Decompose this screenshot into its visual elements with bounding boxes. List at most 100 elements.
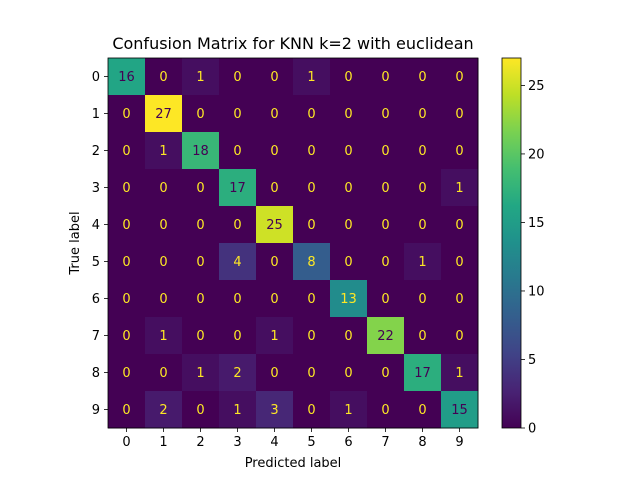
cell-value-label: 0 <box>344 366 352 381</box>
x-tick-label: 6 <box>344 435 352 450</box>
cell-value-label: 17 <box>414 366 431 381</box>
cell-value-label: 0 <box>122 329 130 344</box>
cell-value-label: 2 <box>159 403 167 418</box>
cell-value-label: 0 <box>455 255 463 270</box>
colorbar-tick-label: 5 <box>528 353 536 368</box>
y-tick-label: 0 <box>92 70 100 85</box>
cell-value-label: 0 <box>381 292 389 307</box>
y-tick-label: 1 <box>92 107 100 122</box>
cell-value-label: 1 <box>159 144 167 159</box>
cell-value-label: 0 <box>455 329 463 344</box>
cell-value-label: 0 <box>159 366 167 381</box>
cell-value-label: 0 <box>344 70 352 85</box>
cell-value-label: 0 <box>418 218 426 233</box>
cell-value-label: 0 <box>122 218 130 233</box>
cell-value-label: 0 <box>270 292 278 307</box>
cell-value-label: 0 <box>196 107 204 122</box>
cell-value-label: 0 <box>307 107 315 122</box>
x-tick-label: 5 <box>307 435 315 450</box>
cell-value-label: 13 <box>340 292 357 307</box>
cell-value-label: 1 <box>196 70 204 85</box>
cell-value-label: 1 <box>233 403 241 418</box>
cell-value-label: 0 <box>418 107 426 122</box>
cell-value-label: 1 <box>307 70 315 85</box>
y-tick-label: 3 <box>92 181 100 196</box>
cell-value-label: 0 <box>418 70 426 85</box>
cell-value-label: 0 <box>233 107 241 122</box>
cell-value-label: 0 <box>418 329 426 344</box>
cell-value-label: 0 <box>233 329 241 344</box>
cell-value-label: 0 <box>270 70 278 85</box>
y-tick-label: 2 <box>92 144 100 159</box>
cell-value-label: 0 <box>381 107 389 122</box>
x-tick-label: 0 <box>122 435 130 450</box>
y-tick-label: 5 <box>92 255 100 270</box>
cell-value-label: 0 <box>122 255 130 270</box>
y-axis-ticks: 0 1 2 3 4 5 6 7 8 9 <box>92 70 108 418</box>
cell-value-label: 18 <box>192 144 209 159</box>
cell-value-label: 2 <box>233 366 241 381</box>
x-tick-label: 3 <box>233 435 241 450</box>
cell-value-label: 0 <box>344 181 352 196</box>
cell-value-label: 0 <box>344 255 352 270</box>
cell-value-label: 0 <box>344 107 352 122</box>
cell-value-label: 4 <box>233 255 241 270</box>
y-tick-label: 6 <box>92 292 100 307</box>
cell-value-label: 0 <box>159 255 167 270</box>
colorbar: 0 5 10 15 20 25 <box>502 58 545 437</box>
cell-value-label: 0 <box>122 292 130 307</box>
cell-value-label: 1 <box>196 366 204 381</box>
cell-value-label: 1 <box>270 329 278 344</box>
cell-value-label: 1 <box>455 181 463 196</box>
cell-value-label: 0 <box>381 218 389 233</box>
cell-value-label: 0 <box>307 144 315 159</box>
cell-value-label: 0 <box>159 218 167 233</box>
colorbar-tick-label: 20 <box>528 147 545 162</box>
cell-value-label: 0 <box>381 366 389 381</box>
x-tick-label: 9 <box>455 435 463 450</box>
cell-value-label: 0 <box>122 403 130 418</box>
cell-value-label: 0 <box>159 292 167 307</box>
cell-value-label: 0 <box>196 181 204 196</box>
cell-value-label: 0 <box>381 255 389 270</box>
cell-value-label: 0 <box>307 366 315 381</box>
y-tick-label: 4 <box>92 218 100 233</box>
chart-title: Confusion Matrix for KNN k=2 with euclid… <box>112 34 473 53</box>
colorbar-tick-label: 10 <box>528 284 545 299</box>
cell-value-label: 0 <box>455 218 463 233</box>
colorbar-tick-label: 25 <box>528 79 545 94</box>
y-axis-label: True label <box>68 211 83 275</box>
cell-value-label: 0 <box>270 181 278 196</box>
cell-value-label: 0 <box>270 255 278 270</box>
cell-value-label: 1 <box>455 366 463 381</box>
cell-value-label: 22 <box>377 329 394 344</box>
cell-value-label: 0 <box>455 292 463 307</box>
colorbar-tick-label: 15 <box>528 216 545 231</box>
cell-value-label: 0 <box>418 403 426 418</box>
colorbar-tick-label: 0 <box>528 422 536 437</box>
cell-value-label: 0 <box>307 292 315 307</box>
cell-value-label: 0 <box>122 107 130 122</box>
colorbar-ticks: 0 5 10 15 20 25 <box>521 79 545 437</box>
x-tick-label: 7 <box>381 435 389 450</box>
cell-value-label: 3 <box>270 403 278 418</box>
y-tick-label: 8 <box>92 366 100 381</box>
cell-value-label: 0 <box>381 403 389 418</box>
cell-value-label: 1 <box>418 255 426 270</box>
cell-value-label: 0 <box>307 181 315 196</box>
x-axis-ticks: 0 1 2 3 4 5 6 7 8 9 <box>122 428 463 450</box>
y-tick-label: 9 <box>92 403 100 418</box>
cell-value-label: 0 <box>233 218 241 233</box>
cell-value-label: 8 <box>307 255 315 270</box>
y-tick-label: 7 <box>92 329 100 344</box>
cell-value-label: 1 <box>159 329 167 344</box>
cell-value-label: 0 <box>122 366 130 381</box>
cell-value-label: 0 <box>418 181 426 196</box>
cell-value-label: 0 <box>344 218 352 233</box>
cell-value-label: 0 <box>381 144 389 159</box>
cell-value-label: 0 <box>381 181 389 196</box>
cell-value-label: 0 <box>455 70 463 85</box>
cell-value-label: 0 <box>344 329 352 344</box>
